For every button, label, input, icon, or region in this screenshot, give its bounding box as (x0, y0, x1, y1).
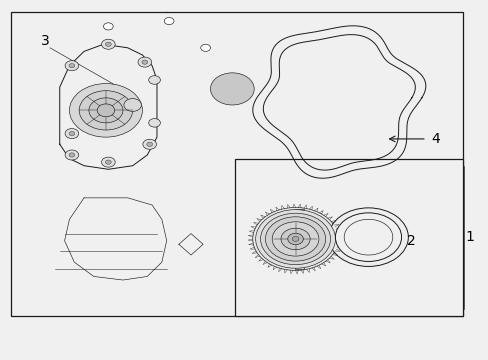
Circle shape (89, 98, 122, 123)
Polygon shape (60, 44, 157, 169)
Polygon shape (157, 12, 181, 33)
Circle shape (164, 18, 174, 24)
Circle shape (65, 61, 79, 71)
Circle shape (344, 219, 392, 255)
Circle shape (142, 60, 147, 64)
Circle shape (69, 64, 75, 68)
Circle shape (146, 142, 152, 147)
Polygon shape (45, 187, 181, 291)
Circle shape (335, 213, 401, 261)
Circle shape (102, 157, 115, 167)
Circle shape (65, 150, 79, 160)
Circle shape (265, 217, 325, 261)
Circle shape (69, 153, 75, 157)
Circle shape (148, 118, 160, 127)
Circle shape (123, 99, 141, 111)
Circle shape (328, 208, 407, 266)
Circle shape (281, 228, 309, 249)
Circle shape (69, 131, 75, 136)
Bar (294, 209, 304, 269)
Circle shape (65, 129, 79, 139)
Bar (234, 158, 462, 316)
Polygon shape (64, 166, 201, 223)
Circle shape (79, 91, 132, 130)
Polygon shape (69, 23, 229, 194)
Circle shape (102, 39, 115, 49)
Circle shape (105, 42, 111, 46)
Circle shape (198, 64, 266, 114)
Polygon shape (94, 19, 122, 37)
Bar (11, 12, 462, 316)
Text: 4: 4 (431, 132, 440, 146)
Circle shape (255, 210, 335, 268)
Circle shape (272, 222, 318, 256)
Text: 3: 3 (41, 34, 49, 48)
Ellipse shape (152, 41, 171, 137)
Circle shape (291, 237, 298, 242)
Circle shape (210, 73, 254, 105)
Polygon shape (181, 33, 229, 66)
Circle shape (103, 23, 113, 30)
Polygon shape (147, 55, 162, 137)
Bar (162, 41, 237, 137)
Circle shape (287, 233, 303, 245)
Text: 2: 2 (407, 234, 415, 248)
Ellipse shape (227, 41, 246, 137)
Polygon shape (179, 234, 203, 255)
Circle shape (138, 57, 151, 67)
Text: 1: 1 (464, 230, 473, 244)
Circle shape (97, 104, 115, 117)
Circle shape (105, 160, 111, 164)
Circle shape (69, 84, 142, 137)
Circle shape (201, 44, 210, 51)
Polygon shape (252, 207, 338, 270)
Circle shape (148, 76, 160, 84)
Polygon shape (263, 35, 414, 170)
Polygon shape (252, 26, 425, 178)
Circle shape (142, 139, 156, 149)
Circle shape (260, 213, 330, 265)
